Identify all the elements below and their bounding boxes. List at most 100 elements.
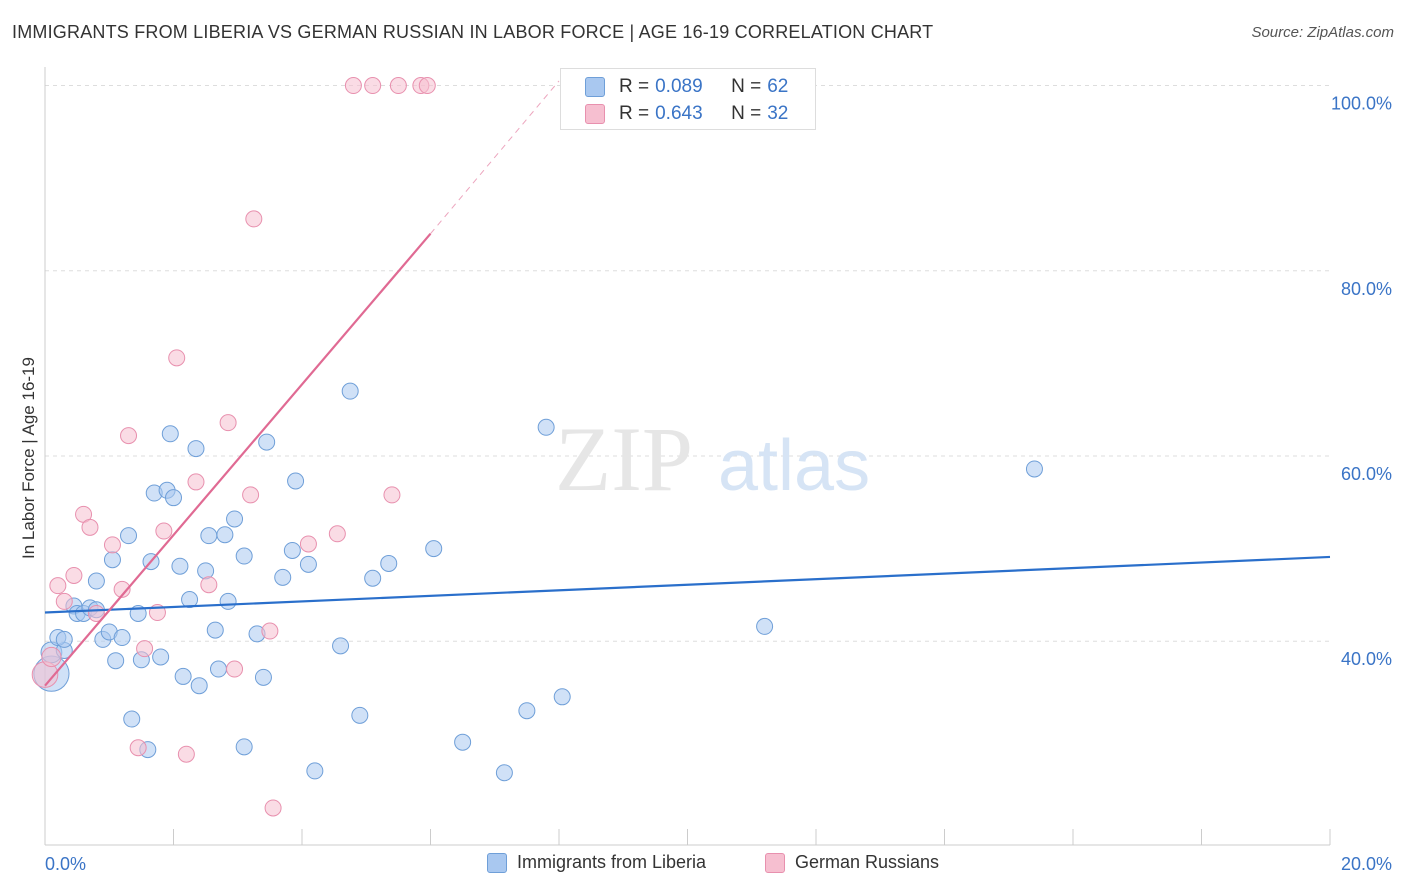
stats-row-liberia: R = 0.089 N = 62 xyxy=(585,75,789,99)
r-label: R = xyxy=(619,103,650,124)
liberia-point xyxy=(454,733,472,751)
german-russians-point xyxy=(65,566,83,584)
german-russians-point xyxy=(168,349,186,367)
liberia-point xyxy=(351,706,369,724)
liberia-point xyxy=(174,667,192,685)
german-russians-point xyxy=(226,660,244,678)
y-tick-label: 40.0% xyxy=(1341,649,1392,669)
german-russians-point xyxy=(219,414,237,432)
r-label: R = xyxy=(619,76,650,97)
liberia-point xyxy=(341,382,359,400)
liberia-point xyxy=(152,648,170,666)
liberia-point xyxy=(380,554,398,572)
liberia-point xyxy=(219,592,237,610)
liberia-point xyxy=(537,418,555,436)
german-russians-swatch xyxy=(585,104,605,124)
label-layer: 40.0% 60.0% 80.0% 100.0% 0.0% 20.0% xyxy=(45,94,1392,874)
watermark-atlas: atlas xyxy=(718,426,870,506)
points-layer xyxy=(31,77,1043,817)
y-tick-label: 60.0% xyxy=(1341,464,1392,484)
liberia-point xyxy=(258,433,276,451)
r-value: 0.643 xyxy=(655,103,703,124)
german-russians-point xyxy=(129,739,147,757)
y-tick-label: 80.0% xyxy=(1341,279,1392,299)
liberia-trendline xyxy=(44,555,1331,614)
german-russians-point xyxy=(55,592,73,610)
stats-row-german-russians: R = 0.643 N = 32 xyxy=(585,102,789,126)
german-russians-point xyxy=(383,486,401,504)
liberia-point xyxy=(299,555,317,573)
german-russians-point xyxy=(155,522,173,540)
y-tick-label: 100.0% xyxy=(1331,94,1392,114)
german-russians-point xyxy=(328,525,346,543)
german-russians-point xyxy=(120,427,138,445)
stats-legend: R = 0.089 N = 62 R = 0.643 N = 32 xyxy=(560,68,816,130)
liberia-swatch xyxy=(585,77,605,97)
chart-title: IMMIGRANTS FROM LIBERIA VS GERMAN RUSSIA… xyxy=(12,22,934,42)
liberia-point xyxy=(209,660,227,678)
liberia-point xyxy=(364,569,382,587)
liberia-point xyxy=(235,547,253,565)
german-russians-point xyxy=(113,580,131,598)
liberia-point xyxy=(165,489,182,507)
watermark: ZIP atlas xyxy=(555,408,870,510)
x-tick-label: 0.0% xyxy=(45,854,86,874)
liberia-point xyxy=(332,637,350,655)
liberia-point xyxy=(553,688,571,706)
german-russians-point xyxy=(177,745,195,763)
german-russians-point xyxy=(49,577,67,595)
n-value: 62 xyxy=(767,76,789,97)
liberia-point xyxy=(161,425,179,443)
legend-label-german-russians: German Russians xyxy=(795,852,940,872)
german-russians-point xyxy=(41,646,62,668)
x-tick-label: 20.0% xyxy=(1341,854,1392,874)
german-russians-point xyxy=(344,77,362,95)
german-russians-point xyxy=(264,799,282,817)
german-russians-point xyxy=(81,518,99,536)
liberia-point xyxy=(120,527,138,545)
liberia-point xyxy=(287,472,305,490)
y-axis-label: In Labor Force | Age 16-19 xyxy=(19,357,38,559)
german-russians-point xyxy=(364,77,382,95)
axis-layer xyxy=(44,67,1331,846)
liberia-point xyxy=(216,526,234,544)
liberia-legend-swatch xyxy=(487,852,507,873)
german-russians-point xyxy=(136,640,154,658)
liberia-point xyxy=(123,710,141,728)
n-value: 32 xyxy=(767,103,789,124)
german-russians-point xyxy=(245,210,263,228)
liberia-point xyxy=(756,617,774,635)
german-russians-point xyxy=(261,622,279,640)
liberia-point xyxy=(171,557,189,575)
liberia-point xyxy=(518,702,536,720)
liberia-point xyxy=(107,652,125,670)
liberia-point xyxy=(283,541,301,559)
liberia-point xyxy=(235,738,253,756)
liberia-point xyxy=(425,540,443,558)
liberia-point xyxy=(197,562,215,580)
german-russians-point xyxy=(418,77,436,95)
watermark-zip: ZIP xyxy=(555,408,693,510)
liberia-point xyxy=(181,591,199,609)
german-russians-point xyxy=(187,473,205,491)
german-russians-point xyxy=(200,576,218,594)
liberia-point xyxy=(190,677,208,695)
german-russians-point xyxy=(103,536,121,554)
legend-item-german-russians[interactable]: German Russians xyxy=(765,852,939,873)
german-russians-point xyxy=(299,535,317,553)
r-value: 0.089 xyxy=(655,76,703,97)
liberia-point xyxy=(254,668,272,686)
n-label: N = xyxy=(731,103,762,124)
legend-item-liberia[interactable]: Immigrants from Liberia xyxy=(487,852,706,873)
liberia-point xyxy=(226,510,244,528)
liberia-point xyxy=(200,527,218,545)
liberia-point xyxy=(495,764,513,782)
german-russians-legend-swatch xyxy=(765,852,785,873)
liberia-point xyxy=(113,629,131,647)
german-russians-trendline-extension xyxy=(430,80,560,235)
bottom-legend: Immigrants from Liberia German Russians xyxy=(0,852,1406,878)
n-label: N = xyxy=(731,76,762,97)
liberia-point xyxy=(1025,460,1043,478)
source-label: Source: ZipAtlas.com xyxy=(1251,24,1394,41)
